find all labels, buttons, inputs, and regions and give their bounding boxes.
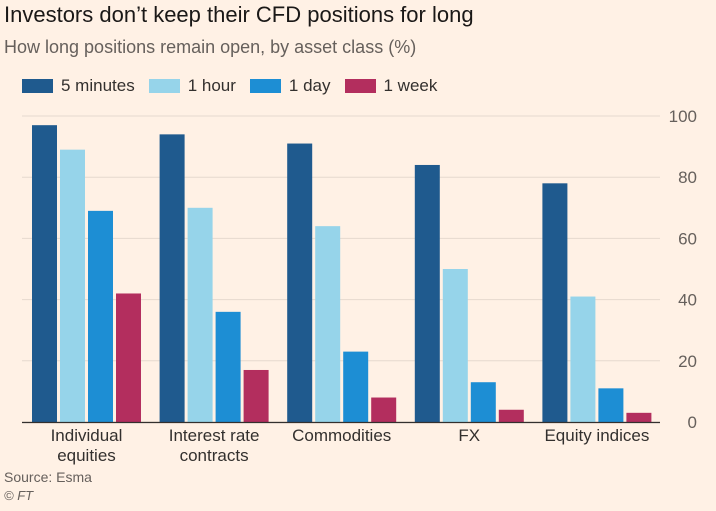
bar-2-2: [343, 351, 369, 422]
bar-4-1: [570, 296, 596, 422]
bar-3-2: [470, 382, 496, 422]
bar-4-3: [626, 412, 652, 422]
bar-0-3: [116, 293, 141, 422]
bar-4-2: [598, 388, 624, 422]
bar-0-1: [60, 149, 85, 422]
legend-label-5-minutes: 5 minutes: [61, 76, 135, 95]
copyright-note: © FT: [4, 488, 34, 503]
category-label-0-0: Individual: [51, 426, 123, 445]
legend-swatch-1-day: [249, 79, 281, 93]
y-tick-label-0: 0: [688, 413, 697, 432]
legend-swatch-1-hour: [148, 79, 180, 93]
legend-label-1-week: 1 week: [383, 76, 438, 95]
legend-item-1-week: 1 week: [344, 76, 438, 96]
y-tick-label-60: 60: [678, 229, 697, 248]
bar-3-1: [442, 269, 468, 422]
bar-1-0: [159, 134, 185, 423]
bar-3-3: [498, 409, 524, 422]
legend-item-1-hour: 1 hour: [148, 76, 236, 96]
bar-2-0: [287, 143, 313, 423]
y-tick-label-40: 40: [678, 291, 697, 310]
bar-1-2: [215, 311, 241, 422]
category-label-3-0: FX: [458, 426, 480, 445]
chart-subtitle: How long positions remain open, by asset…: [4, 37, 417, 57]
bar-0-2: [88, 210, 113, 422]
category-label-4-0: Equity indices: [544, 426, 649, 445]
legend-swatch-5-minutes: [22, 79, 53, 93]
bar-1-1: [187, 207, 213, 422]
category-label-1-0: Interest rate: [169, 426, 260, 445]
legend-item-5-minutes: 5 minutes: [22, 76, 135, 96]
chart-title: Investors don’t keep their CFD positions…: [4, 2, 474, 27]
legend-label-1-hour: 1 hour: [187, 76, 236, 95]
legend-label-1-day: 1 day: [288, 76, 331, 95]
legend-item-1-day: 1 day: [249, 76, 331, 96]
category-label-2-0: Commodities: [292, 426, 391, 445]
y-tick-label-20: 20: [678, 352, 697, 371]
chart-legend: 5 minutes 1 hour 1 day 1 week: [22, 75, 451, 97]
bar-2-1: [315, 226, 341, 422]
category-label-1-1: contracts: [180, 446, 249, 465]
y-tick-label-80: 80: [678, 168, 697, 187]
category-label-0-1: equities: [57, 446, 116, 465]
bar-1-3: [243, 369, 269, 422]
bar-4-0: [542, 183, 568, 422]
y-tick-label-100: 100: [669, 107, 697, 126]
bar-3-0: [414, 164, 440, 422]
source-note: Source: Esma: [4, 469, 92, 485]
bar-2-3: [371, 397, 397, 422]
bar-0-0: [32, 125, 57, 423]
legend-swatch-1-week: [344, 79, 376, 93]
